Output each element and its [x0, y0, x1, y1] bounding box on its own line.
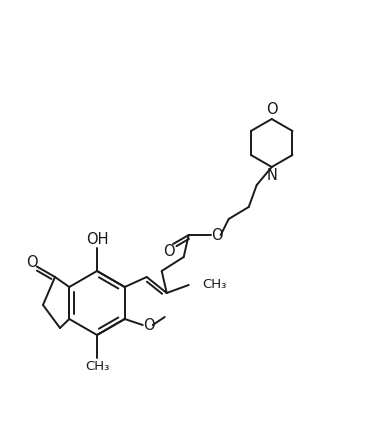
Text: O: O — [143, 318, 154, 333]
Text: O: O — [26, 255, 37, 270]
Text: N: N — [266, 168, 277, 184]
Text: O: O — [266, 102, 278, 118]
Text: O: O — [211, 228, 222, 242]
Text: CH₃: CH₃ — [85, 359, 109, 372]
Text: O: O — [163, 244, 175, 258]
Text: OH: OH — [86, 232, 108, 248]
Text: CH₃: CH₃ — [203, 279, 227, 292]
